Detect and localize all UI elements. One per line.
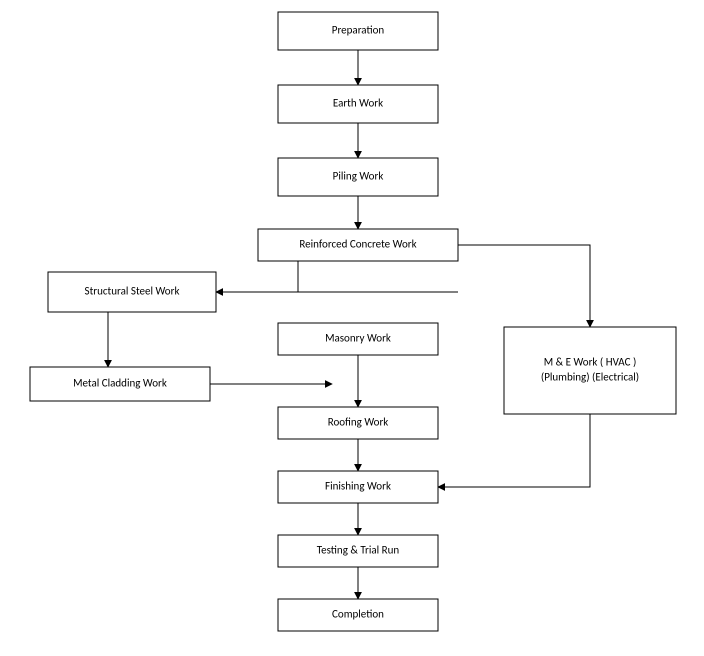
node-label-me: (Plumbing) (Electrical)	[541, 371, 639, 384]
node-label-steel: Structural Steel Work	[85, 285, 180, 298]
node-label-completion: Completion	[332, 608, 384, 621]
node-label-roofing: Roofing Work	[328, 416, 389, 429]
node-finishing: Finishing Work	[278, 471, 438, 503]
node-roofing: Roofing Work	[278, 407, 438, 439]
node-label-testing: Testing & Trial Run	[317, 544, 400, 557]
node-piling: Piling Work	[278, 158, 438, 196]
node-testing: Testing & Trial Run	[278, 535, 438, 567]
node-label-piling: Piling Work	[333, 170, 384, 183]
node-label-masonry: Masonry Work	[325, 332, 391, 345]
node-masonry: Masonry Work	[278, 323, 438, 355]
flowchart-canvas: Preparation Earth Work Piling Work Reinforc…	[0, 0, 704, 656]
node-label-rcw: Reinforced Concrete Work	[299, 238, 416, 251]
node-steel: Structural Steel Work	[48, 272, 216, 312]
node-label-finishing: Finishing Work	[325, 480, 391, 493]
node-cladding: Metal Cladding Work	[30, 367, 210, 401]
node-label-earth: Earth Work	[333, 97, 383, 110]
node-label-me: M & E Work ( HVAC )	[544, 356, 637, 369]
edge-rcw-to-me	[458, 245, 590, 327]
nodes-layer: Preparation Earth Work Piling Work Reinforc…	[30, 12, 676, 631]
node-me: M & E Work ( HVAC ) (Plumbing) (Electrica…	[504, 327, 676, 414]
node-rcw: Reinforced Concrete Work	[258, 229, 458, 261]
node-prep: Preparation	[278, 12, 438, 50]
node-label-prep: Preparation	[332, 24, 385, 37]
node-completion: Completion	[278, 599, 438, 631]
node-label-cladding: Metal Cladding Work	[73, 377, 167, 390]
node-earth: Earth Work	[278, 85, 438, 123]
edge-me-to-finishing	[438, 414, 590, 487]
